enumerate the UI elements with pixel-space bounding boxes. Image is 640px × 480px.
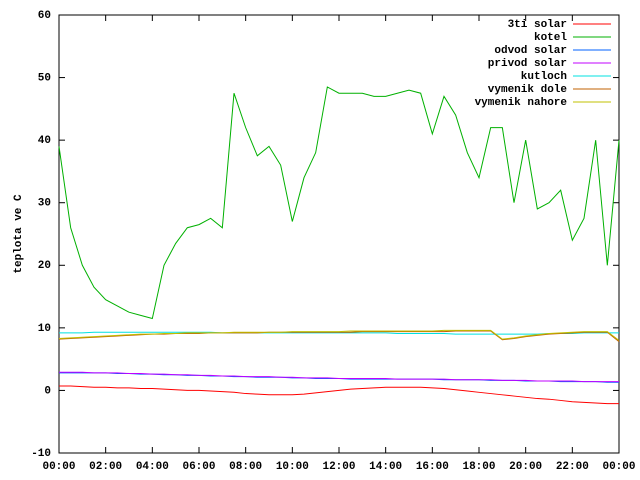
- y-tick-label: 40: [38, 135, 51, 147]
- x-tick-label: 18:00: [462, 461, 495, 473]
- legend-label: kotel: [534, 32, 567, 44]
- legend-label: vymenik nahore: [475, 97, 568, 109]
- data-line: [58, 329, 620, 341]
- x-tick-label: 16:00: [416, 461, 449, 473]
- x-tick-label: 14:00: [369, 461, 402, 473]
- legend-label: odvod solar: [494, 45, 567, 57]
- y-axis-label: teplota ve C: [13, 194, 25, 274]
- data-line: [58, 86, 620, 320]
- y-tick-label: -10: [31, 448, 51, 460]
- x-tick-label: 06:00: [182, 461, 215, 473]
- x-tick-label: 10:00: [276, 461, 309, 473]
- y-tick-label: 20: [38, 260, 51, 272]
- y-tick-label: 10: [38, 323, 51, 335]
- data-line: [59, 371, 619, 383]
- x-tick-label: 04:00: [136, 461, 169, 473]
- y-tick-label: 60: [38, 10, 51, 22]
- data-line: [59, 331, 619, 335]
- x-tick-label: 00:00: [602, 461, 635, 473]
- x-tick-label: 20:00: [509, 461, 542, 473]
- data-line: [59, 385, 619, 405]
- x-tick-label: 12:00: [322, 461, 355, 473]
- y-tick-label: 50: [38, 72, 51, 84]
- y-tick-label: 0: [44, 385, 51, 397]
- x-tick-label: 22:00: [556, 461, 589, 473]
- legend-label: kutloch: [521, 71, 567, 83]
- x-tick-label: 00:00: [42, 461, 75, 473]
- legend-label: vymenik dole: [488, 84, 568, 96]
- x-tick-label: 08:00: [229, 461, 262, 473]
- x-tick-label: 02:00: [89, 461, 122, 473]
- y-tick-label: 30: [38, 198, 51, 210]
- legend-label: privod solar: [488, 58, 567, 70]
- legend-label: 3ti solar: [508, 19, 567, 31]
